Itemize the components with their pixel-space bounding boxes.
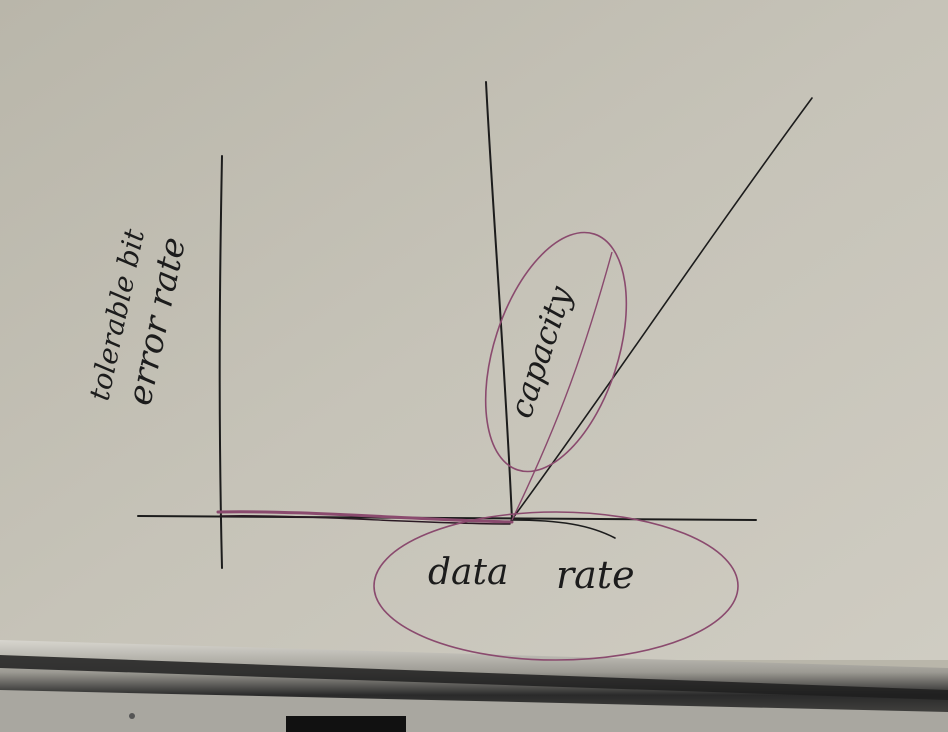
- eraser-icon: [286, 716, 406, 732]
- screw-icon: [129, 713, 135, 719]
- x-label-data: data: [428, 552, 508, 593]
- rising-line: [509, 97, 813, 523]
- whiteboard-surface: [0, 0, 948, 660]
- capacity-ellipse: [484, 231, 628, 473]
- data-rate-ellipse: [373, 511, 739, 661]
- capacity-stroke: [511, 251, 613, 521]
- tolerable-error-curve: [216, 510, 616, 539]
- left-y-axis: [218, 155, 223, 569]
- marker-tray: [0, 640, 948, 732]
- capacity-axis: [485, 81, 513, 521]
- x-label-rate: rate: [556, 553, 635, 597]
